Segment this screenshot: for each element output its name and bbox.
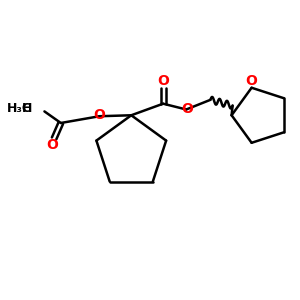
Text: H₃C: H₃C <box>7 102 32 115</box>
Text: O: O <box>46 138 58 152</box>
Text: H: H <box>22 102 32 115</box>
Text: O: O <box>246 74 258 88</box>
Text: O: O <box>181 101 193 116</box>
Text: O: O <box>157 74 169 88</box>
Text: O: O <box>94 108 105 122</box>
